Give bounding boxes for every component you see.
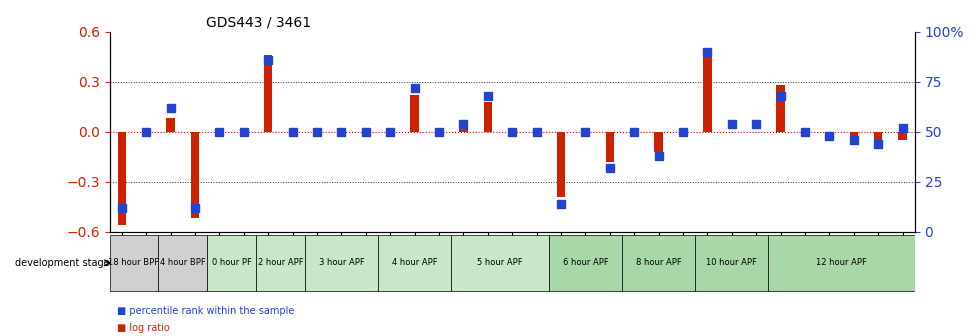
Bar <box>191 132 200 218</box>
Text: 18 hour BPF: 18 hour BPF <box>109 258 159 267</box>
Text: ■ percentile rank within the sample: ■ percentile rank within the sample <box>117 306 294 316</box>
Bar <box>776 85 784 132</box>
Text: 12 hour APF: 12 hour APF <box>816 258 867 267</box>
Bar <box>264 55 272 132</box>
Text: ■ log ratio: ■ log ratio <box>117 323 170 333</box>
Bar <box>556 132 564 197</box>
Bar <box>873 132 881 145</box>
FancyBboxPatch shape <box>207 235 256 291</box>
Bar <box>653 132 662 152</box>
Text: 6 hour APF: 6 hour APF <box>562 258 607 267</box>
Text: development stage: development stage <box>15 258 110 268</box>
Bar <box>459 125 467 132</box>
Text: GDS443 / 3461: GDS443 / 3461 <box>206 15 311 29</box>
Text: 8 hour APF: 8 hour APF <box>635 258 681 267</box>
FancyBboxPatch shape <box>304 235 378 291</box>
FancyBboxPatch shape <box>110 235 158 291</box>
Text: 2 hour APF: 2 hour APF <box>257 258 303 267</box>
Bar <box>849 132 857 141</box>
FancyBboxPatch shape <box>256 235 304 291</box>
Text: 5 hour APF: 5 hour APF <box>476 258 522 267</box>
Bar <box>702 55 711 132</box>
FancyBboxPatch shape <box>158 235 207 291</box>
Text: 4 hour BPF: 4 hour BPF <box>159 258 205 267</box>
FancyBboxPatch shape <box>694 235 768 291</box>
Bar <box>410 95 419 132</box>
Bar <box>605 132 613 162</box>
Bar <box>898 132 906 140</box>
Text: 4 hour APF: 4 hour APF <box>391 258 437 267</box>
FancyBboxPatch shape <box>451 235 549 291</box>
Text: 10 hour APF: 10 hour APF <box>706 258 756 267</box>
Text: 0 hour PF: 0 hour PF <box>211 258 251 267</box>
Text: 3 hour APF: 3 hour APF <box>318 258 364 267</box>
FancyBboxPatch shape <box>621 235 694 291</box>
FancyBboxPatch shape <box>768 235 913 291</box>
FancyBboxPatch shape <box>378 235 451 291</box>
Bar <box>483 101 492 132</box>
FancyBboxPatch shape <box>549 235 621 291</box>
Bar <box>117 132 126 225</box>
Bar <box>166 118 175 132</box>
